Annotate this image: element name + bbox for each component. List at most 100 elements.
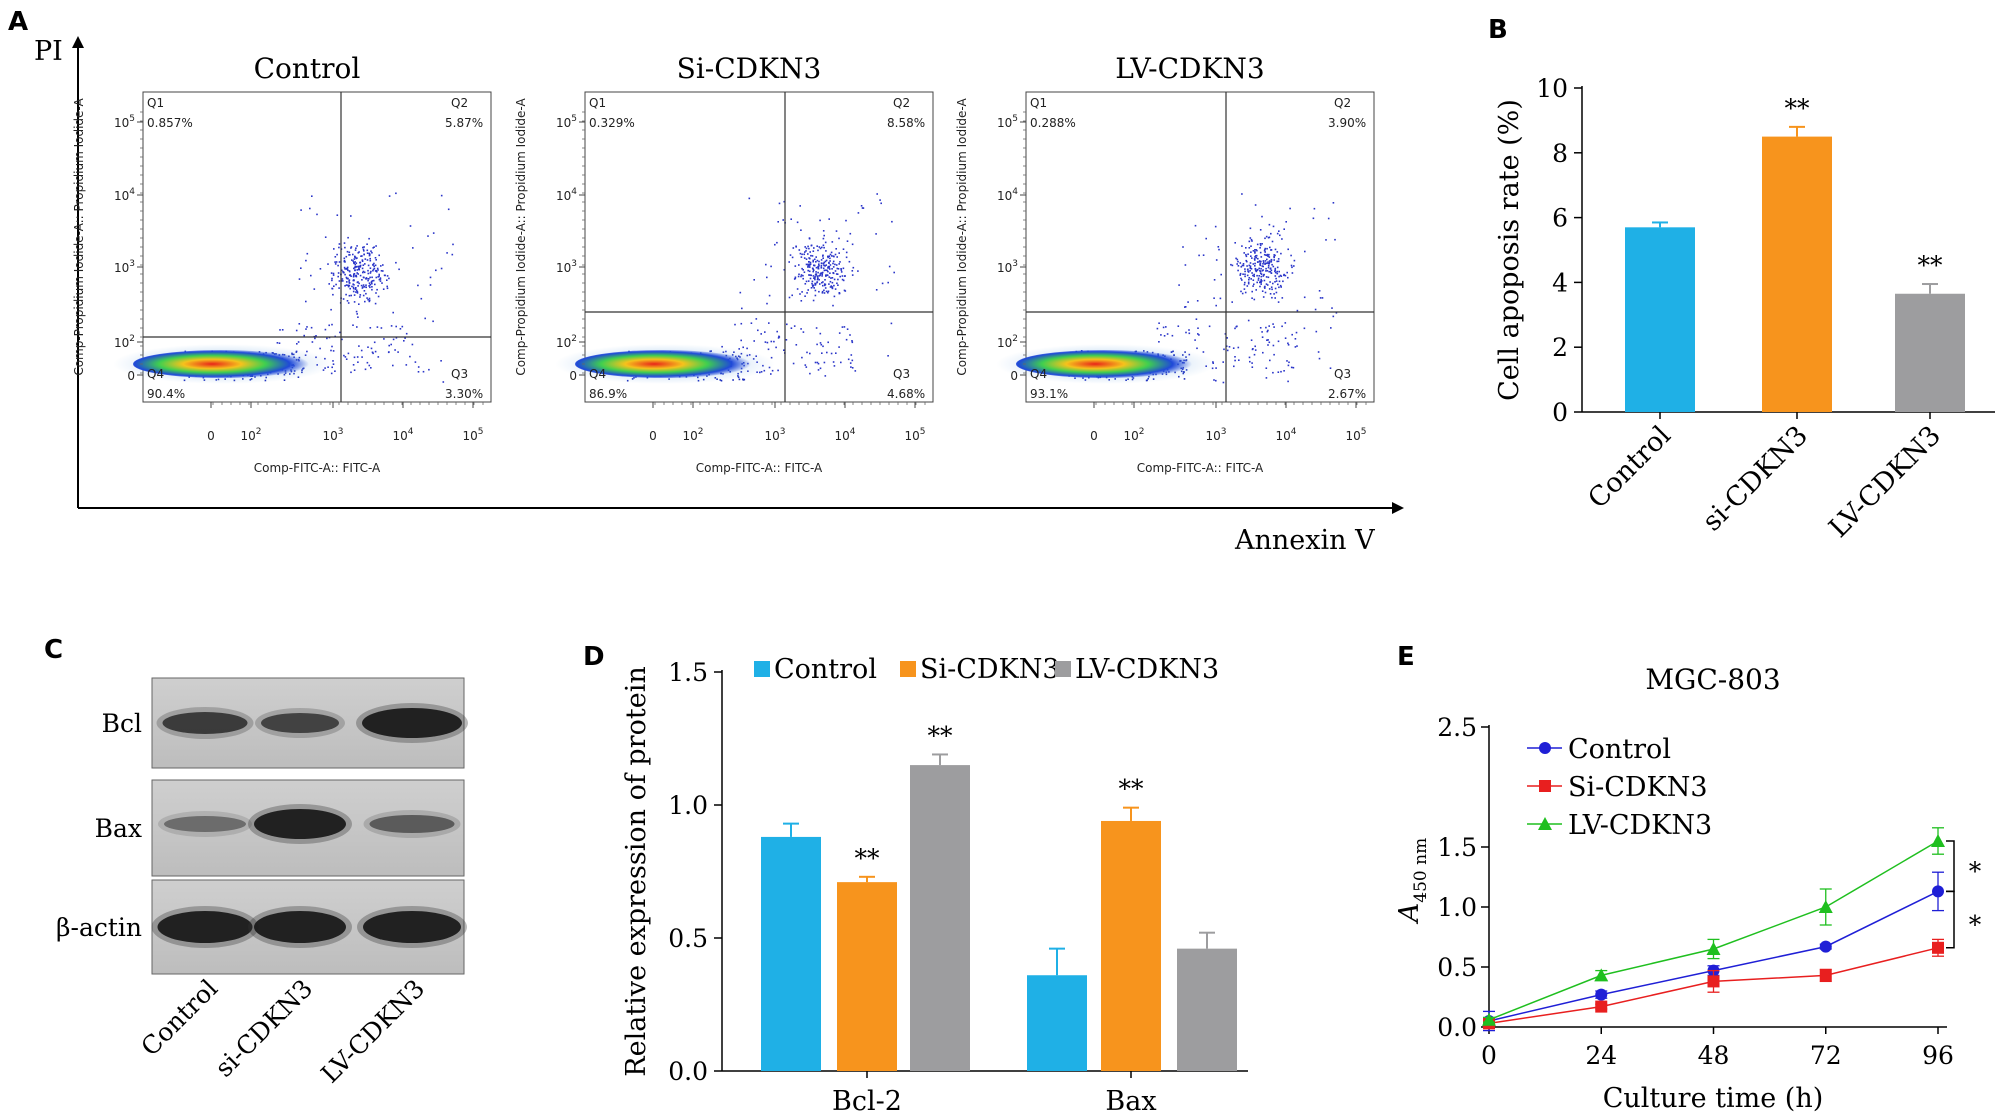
- data-point: [1595, 1000, 1608, 1013]
- event-dot: [1241, 193, 1243, 195]
- event-dot: [331, 323, 333, 326]
- q2-value: 3.90%: [1328, 116, 1366, 130]
- event-dot: [346, 277, 348, 280]
- event-dot: [372, 247, 374, 249]
- legend-label: Control: [1568, 734, 1671, 765]
- event-dot: [316, 213, 318, 216]
- event-dot: [808, 237, 811, 239]
- event-dot: [1188, 332, 1191, 335]
- event-dot: [349, 287, 351, 290]
- event-dot: [1260, 280, 1263, 282]
- event-dot: [820, 343, 823, 346]
- event-dot: [823, 269, 826, 272]
- event-dot: [851, 340, 853, 342]
- event-dot: [820, 264, 823, 267]
- event-dot: [851, 341, 854, 344]
- event-dot: [1246, 285, 1249, 287]
- lane-label: si-CDKN3: [209, 974, 318, 1083]
- flow-y-label: Comp-Propidium Iodide-A:: Propidium Iodi…: [72, 98, 86, 376]
- event-dot: [1245, 259, 1247, 262]
- event-dot: [360, 349, 363, 352]
- event-dot: [376, 326, 379, 328]
- event-dot: [788, 261, 790, 263]
- event-dot: [1255, 254, 1258, 257]
- event-dot: [1276, 260, 1278, 263]
- event-dot: [1265, 267, 1267, 270]
- y-tick-label: 105: [997, 114, 1018, 130]
- event-dot: [1218, 248, 1220, 251]
- event-dot: [814, 258, 816, 261]
- event-dot: [347, 236, 349, 239]
- event-dot: [804, 364, 807, 366]
- event-dot: [1259, 251, 1262, 254]
- event-dot: [801, 291, 803, 293]
- event-dot: [375, 269, 377, 272]
- event-dot: [816, 343, 818, 346]
- event-dot: [1314, 308, 1317, 311]
- event-dot: [1266, 258, 1268, 261]
- event-dot: [814, 278, 816, 281]
- event-dot: [394, 349, 396, 351]
- event-dot: [374, 264, 377, 267]
- event-dot: [357, 266, 360, 268]
- event-dot: [417, 371, 420, 373]
- event-dot: [352, 364, 355, 366]
- event-dot: [833, 295, 836, 298]
- event-dot: [1254, 256, 1256, 258]
- event-dot: [827, 341, 829, 344]
- event-dot: [841, 326, 844, 328]
- event-dot: [803, 257, 806, 259]
- protein-band: [254, 911, 346, 943]
- event-dot: [359, 266, 362, 268]
- event-dot: [1255, 289, 1257, 291]
- event-dot: [1315, 330, 1318, 333]
- flow-x-label: Comp-FITC-A:: FITC-A: [254, 461, 381, 475]
- event-dot: [1317, 351, 1320, 353]
- event-dot: [825, 275, 827, 277]
- x-tick-label: 103: [322, 427, 343, 443]
- event-dot: [1268, 260, 1271, 262]
- event-dot: [1266, 284, 1269, 286]
- event-dot: [1292, 366, 1295, 369]
- event-dot: [783, 200, 785, 203]
- event-dot: [1277, 340, 1280, 343]
- y-tick-label: 1.0: [1437, 893, 1477, 922]
- event-dot: [375, 245, 377, 247]
- event-dot: [807, 269, 809, 272]
- event-dot: [1252, 285, 1254, 287]
- event-dot: [812, 270, 814, 273]
- event-dot: [770, 265, 772, 268]
- event-dot: [893, 271, 895, 274]
- event-dot: [352, 287, 355, 290]
- event-dot: [420, 297, 423, 300]
- event-dot: [377, 276, 379, 278]
- event-dot: [1274, 270, 1276, 273]
- event-dot: [1194, 224, 1197, 227]
- event-dot: [1205, 237, 1207, 240]
- y-tick-label: 2.5: [1437, 713, 1477, 742]
- event-dot: [809, 274, 811, 276]
- event-dot: [311, 341, 314, 343]
- event-dot: [835, 264, 838, 266]
- pi-axis-arrow: [72, 36, 84, 48]
- x-tick-label: Control: [1582, 420, 1677, 515]
- event-dot: [1266, 330, 1269, 333]
- event-dot: [805, 263, 808, 266]
- event-dot: [1276, 266, 1279, 269]
- event-dot: [1257, 257, 1259, 260]
- event-dot: [1262, 351, 1264, 354]
- event-dot: [851, 270, 854, 272]
- event-dot: [1253, 298, 1256, 301]
- event-dot: [1237, 265, 1240, 267]
- q3-label: Q3: [451, 367, 468, 381]
- event-dot: [1290, 366, 1293, 369]
- event-dot: [295, 329, 298, 332]
- event-dot: [1251, 240, 1253, 242]
- event-dot: [1291, 333, 1293, 336]
- pi-axis-label: PI: [34, 36, 63, 67]
- y-tick-label: 0: [127, 369, 135, 383]
- event-dot: [319, 347, 321, 350]
- event-dot: [811, 282, 813, 285]
- event-dot: [1231, 301, 1233, 303]
